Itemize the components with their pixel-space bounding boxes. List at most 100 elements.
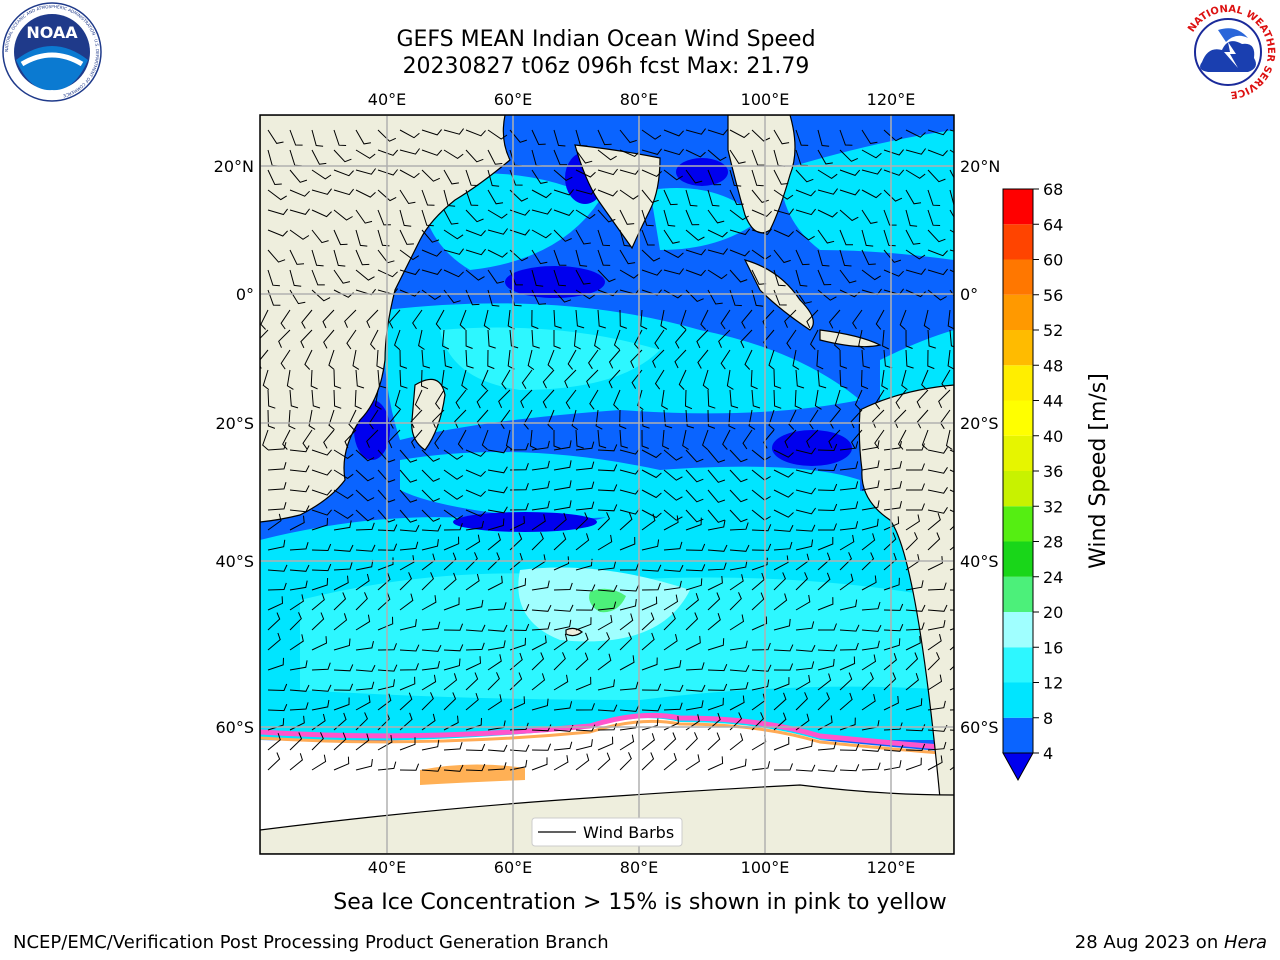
wind-barb (817, 269, 832, 286)
wind-barb (729, 614, 745, 631)
wind-barb (333, 209, 353, 221)
wind-barb (280, 309, 291, 330)
wind-barb (465, 129, 486, 137)
wind-barb (858, 329, 865, 350)
wind-barb (817, 644, 838, 652)
wind-barb (883, 603, 904, 611)
wind-barb (377, 557, 394, 571)
wind-barb (817, 673, 832, 691)
wind-barb (784, 309, 797, 328)
wind-barb (949, 169, 954, 179)
wind-barb (267, 732, 281, 751)
wind-barb (839, 656, 856, 671)
wind-barb (597, 534, 613, 551)
wind-barb (267, 513, 282, 531)
wind-barb (487, 249, 508, 258)
wind-barb (487, 762, 507, 771)
wind-barb (663, 564, 684, 572)
colorbar-label: Wind Speed [m/s] (1086, 373, 1111, 569)
wind-barb (883, 440, 902, 451)
wind-barb (729, 469, 748, 483)
wind-barb (786, 329, 797, 350)
wind-barb (817, 369, 827, 389)
wind-barb (377, 735, 393, 751)
wind-barb (795, 764, 816, 772)
wind-barb (839, 481, 859, 491)
wind-barb (795, 169, 814, 183)
wind-barb (509, 209, 531, 216)
wind-barb (262, 369, 270, 390)
wind-barb (927, 349, 935, 370)
wind-barb (376, 349, 384, 370)
wind-barb (619, 209, 635, 225)
wind-barb (817, 483, 838, 492)
wind-barb (927, 149, 948, 157)
wind-barb (531, 169, 548, 184)
wind-barb (641, 148, 662, 155)
lat-labels-right: 20°N 0° 20°S 40°S 60°S (960, 157, 1000, 737)
wind-barb (289, 229, 310, 240)
wind-barb (905, 229, 921, 245)
wind-barb (267, 539, 286, 551)
noaa-logo-text: NOAA (26, 23, 78, 42)
wind-barb (641, 249, 661, 262)
wind-barb (619, 536, 636, 551)
wind-barb (663, 594, 679, 611)
wind-barb (399, 763, 420, 771)
wind-barb (553, 532, 567, 551)
wind-barb (773, 129, 790, 145)
wind-barb (597, 429, 607, 449)
wind-barb (509, 722, 529, 731)
wind-barb (768, 349, 775, 370)
sea-ice-edge-orange (260, 719, 954, 756)
wind-barb (399, 268, 420, 276)
wind-barb (654, 369, 665, 390)
wind-barb (663, 209, 676, 227)
wind-barb (542, 369, 555, 389)
wind-barb (476, 389, 489, 409)
wind-barb (707, 756, 724, 771)
wind-barb (817, 129, 830, 147)
wind-barb (333, 509, 354, 520)
wind-barb (660, 309, 668, 330)
wind-barb (487, 209, 508, 219)
wind-barb (595, 409, 603, 430)
wind-barb (729, 228, 750, 236)
wind-barb (594, 329, 601, 350)
wind-barb (267, 442, 287, 451)
wind-barb (861, 440, 880, 451)
wind-barb (289, 129, 303, 146)
wind-barb (883, 189, 903, 202)
wind-barb (267, 462, 287, 471)
wind-barb (346, 329, 357, 350)
wind-barb (487, 446, 508, 454)
wind-barb (509, 249, 529, 262)
wind-barb (443, 149, 464, 160)
wind-barb (333, 169, 354, 177)
wind-barb (773, 736, 790, 751)
wind-barb (788, 409, 797, 430)
wind-barb (565, 389, 577, 409)
wind-barb (663, 129, 684, 137)
wind-barb (707, 592, 721, 611)
wind-barb (374, 389, 382, 410)
wind-barb (774, 763, 793, 771)
wind-barb (751, 269, 767, 285)
wind-barb (531, 532, 544, 551)
wind-barb (487, 149, 503, 165)
wind-barb (286, 369, 294, 390)
colorbar-bin-4-8 (1003, 717, 1033, 753)
wind-barb (597, 584, 618, 592)
wind-barb (685, 732, 698, 751)
wind-barb (377, 149, 399, 156)
wind-barb (641, 169, 662, 177)
wind-barb (619, 752, 632, 771)
wind-barb (553, 674, 569, 691)
wind-barb (619, 309, 627, 329)
wind-barb (399, 489, 418, 503)
wind-barb (355, 614, 371, 631)
wind-barb (542, 389, 555, 409)
wind-barb (553, 556, 570, 571)
wind-barb (420, 369, 429, 390)
wind-barb (355, 759, 373, 771)
